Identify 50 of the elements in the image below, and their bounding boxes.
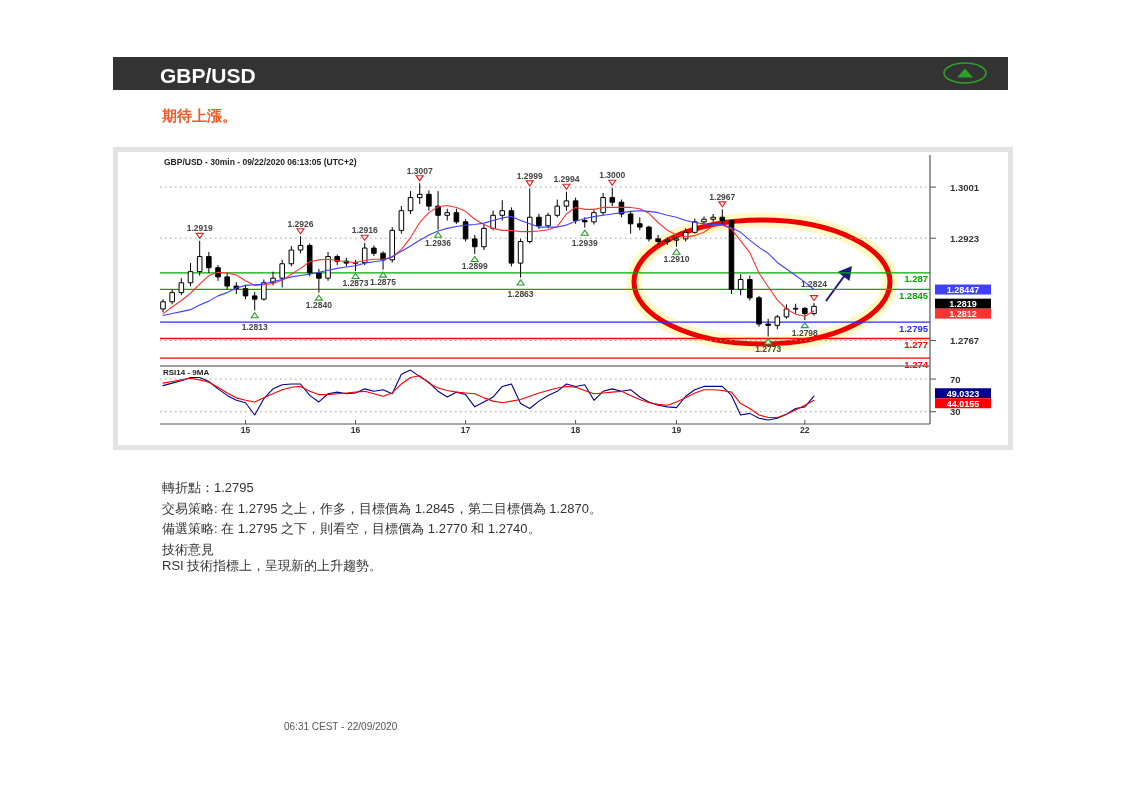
text: RSI 技術指標上，呈現新的上升趨勢。 (162, 558, 383, 573)
y-tick-label: 1.3001 (950, 181, 980, 193)
text: 技術意見 (161, 542, 214, 557)
annotation: 1.2999 (516, 170, 544, 181)
chart-title: GBP/USD (160, 64, 256, 87)
chart-subtitle: 期待上漲。 (161, 107, 237, 124)
text: 49.0323 (946, 388, 980, 399)
ref-line-label: 1.287 (904, 273, 928, 285)
text: 44.0155 (946, 398, 980, 409)
text: 06:31 CEST - 22/09/2020 (284, 721, 398, 732)
annotation: 1.2936 (425, 238, 452, 249)
annotation: 1.2967 (709, 191, 736, 202)
annotation: 1.2875 (370, 277, 397, 288)
annotation: 1.2919 (186, 223, 213, 234)
ref-line-label: 1.277 (904, 338, 928, 350)
x-tick-label: 18 (570, 425, 581, 435)
annotation: 1.2926 (287, 218, 314, 229)
annotation: GBP/USD - 30min - 09/22/2020 06:13:05 (UTC+2) (164, 157, 357, 167)
annotation: 1.2873 (342, 278, 369, 289)
annotation: 1.2939 (571, 238, 599, 249)
annotation: 1.2899 (461, 261, 489, 272)
text: 1.28447 (946, 284, 980, 295)
annotation: 1.2994 (553, 174, 580, 185)
text: 備選策略: 在 1.2795 之下，則看空，目標價為 1.2770 和 1.2740。 (162, 521, 541, 536)
y-tick-label: 30 (950, 406, 961, 418)
y-tick-label: 1.2767 (950, 334, 980, 346)
annotation: 1.2773 (755, 344, 782, 355)
text: 交易策略: 在 1.2795 之上，作多，目標價為 1.2845，第二目標價為 1.2870。 (162, 501, 602, 516)
ref-line-label: 1.274 (904, 358, 929, 370)
annotation: 1.2840 (305, 300, 333, 311)
text: 1.2819 (949, 299, 977, 310)
annotation: 1.2798 (791, 327, 819, 338)
ref-line-label: 1.2795 (898, 322, 929, 334)
x-tick-label: 17 (460, 425, 471, 435)
annotation: 1.3007 (406, 165, 433, 176)
text: 1.2812 (949, 309, 977, 320)
x-tick-label: 16 (350, 425, 361, 435)
annotation: 1.2910 (663, 254, 690, 265)
ref-line-label: 1.2845 (898, 289, 929, 301)
text: 轉折點：1.2795 (162, 480, 254, 495)
y-tick-label: 70 (950, 373, 961, 385)
chart-title: RSI14 - 9MA (163, 367, 210, 377)
annotation: 1.2916 (351, 225, 378, 236)
annotation: 1.3000 (599, 170, 626, 181)
x-tick-label: 19 (671, 425, 682, 435)
annotation: 1.2863 (507, 289, 534, 300)
y-tick-label: 1.2923 (950, 232, 980, 244)
x-tick-label: 22 (800, 425, 810, 435)
annotation: 1.2813 (241, 322, 268, 333)
x-tick-label: 15 (240, 425, 251, 435)
